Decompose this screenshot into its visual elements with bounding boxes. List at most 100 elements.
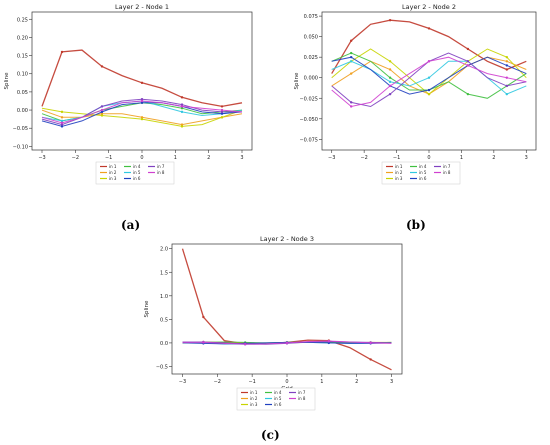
legend-label: in 6: [419, 176, 427, 181]
data-point: [427, 88, 431, 92]
data-point: [427, 76, 431, 79]
y-tick-label: 0.15: [17, 54, 28, 60]
legend-box: [381, 161, 461, 185]
y-tick-label: −0.5: [156, 364, 168, 370]
y-tick-label: 0.20: [17, 35, 28, 41]
data-point: [100, 105, 104, 108]
data-point: [349, 101, 353, 104]
legend-label: in 5: [419, 170, 427, 175]
y-tick-label: −0.050: [299, 117, 318, 123]
x-tick-label: 1: [174, 155, 177, 161]
legend-label: in 2: [109, 170, 117, 175]
legend-label: in 1: [250, 390, 258, 395]
x-tick-label: 3: [240, 155, 243, 161]
data-point: [60, 119, 64, 123]
legend-box: [236, 387, 316, 411]
data-point: [140, 116, 144, 119]
x-tick-label: 3: [390, 379, 393, 385]
legend-label: in 7: [298, 390, 306, 395]
data-point: [349, 51, 353, 55]
x-tick-label: −1: [105, 155, 112, 161]
series-line-in-1: [41, 49, 243, 108]
data-point: [202, 315, 205, 319]
data-point: [505, 84, 509, 88]
data-point: [349, 55, 353, 59]
x-tick-label: 0: [427, 155, 430, 161]
y-tick-label: −0.10: [13, 144, 28, 150]
data-point: [427, 27, 431, 30]
x-tick-label: 2: [207, 155, 210, 161]
x-tick-label: 0: [140, 155, 143, 161]
panel-label-c: (c): [261, 428, 280, 442]
data-point: [388, 92, 392, 96]
data-point: [220, 108, 224, 112]
data-point: [100, 108, 104, 112]
y-tick-label: 0.000: [304, 76, 318, 82]
data-point: [466, 47, 470, 51]
data-point: [388, 84, 392, 88]
x-tick-label: 1: [320, 379, 323, 385]
data-point: [100, 112, 104, 115]
data-point: [220, 110, 224, 114]
y-axis-label: Spline: [144, 300, 150, 318]
legend-label: in 4: [419, 164, 427, 169]
x-tick-label: −3: [328, 155, 335, 161]
data-point: [349, 60, 353, 63]
data-point: [243, 343, 247, 346]
x-tick-label: 0: [285, 379, 288, 385]
data-point: [466, 64, 470, 67]
data-point: [180, 125, 184, 128]
data-point: [327, 339, 331, 343]
legend-label: in 3: [109, 176, 117, 181]
data-point: [220, 112, 224, 115]
y-tick-label: 1.5: [160, 270, 168, 276]
data-point: [220, 116, 224, 119]
chart-node-2: Layer 2 - Node 2 −0.075 −0.050 −0.025 0.000 0…: [294, 3, 537, 185]
legend-label: in 2: [250, 396, 258, 401]
panel-label-a: (a): [121, 218, 141, 232]
legend-label: in 4: [274, 390, 282, 395]
chart-node-1: Layer 2 - Node 1 −0.10 −0.05 0.00 0.05 0.10 0.…: [4, 3, 253, 185]
data-point: [180, 107, 184, 110]
legend-label: in 2: [395, 170, 403, 175]
x-tick-label: −2: [72, 155, 79, 161]
data-point: [100, 110, 104, 114]
data-point: [427, 60, 431, 63]
legend-label: in 7: [443, 164, 451, 169]
legend-label: in 7: [157, 164, 165, 169]
x-tick-label: −2: [214, 379, 221, 385]
x-tick-label: 3: [525, 155, 528, 161]
data-point: [369, 341, 372, 345]
data-point: [349, 72, 353, 75]
data-point: [60, 121, 64, 124]
data-point: [60, 123, 64, 126]
y-tick-label: −0.075: [299, 137, 318, 143]
data-point: [505, 55, 509, 59]
data-point: [285, 341, 289, 345]
y-tick-label: 0.050: [304, 35, 318, 41]
data-point: [505, 64, 509, 67]
y-tick-label: −0.05: [13, 126, 28, 132]
data-point: [140, 81, 144, 85]
chart-title: Layer 2 - Node 1: [115, 3, 169, 11]
legend-label: in 6: [274, 402, 282, 407]
x-tick-label: −3: [179, 379, 186, 385]
data-point: [505, 68, 509, 71]
data-point: [505, 60, 509, 63]
data-point: [180, 96, 184, 99]
data-point: [180, 105, 184, 108]
y-tick-label: 0.0: [160, 341, 168, 347]
legend-label: in 3: [250, 402, 258, 407]
data-point: [220, 105, 224, 108]
legend-label: in 1: [109, 164, 117, 169]
data-point: [60, 125, 64, 128]
data-point: [466, 92, 470, 96]
data-point: [466, 60, 470, 63]
data-point: [388, 60, 392, 63]
data-point: [388, 80, 392, 84]
data-point: [100, 65, 104, 68]
legend-label: in 5: [274, 396, 282, 401]
data-point: [140, 99, 144, 103]
data-point: [140, 117, 144, 121]
data-point: [140, 97, 144, 101]
